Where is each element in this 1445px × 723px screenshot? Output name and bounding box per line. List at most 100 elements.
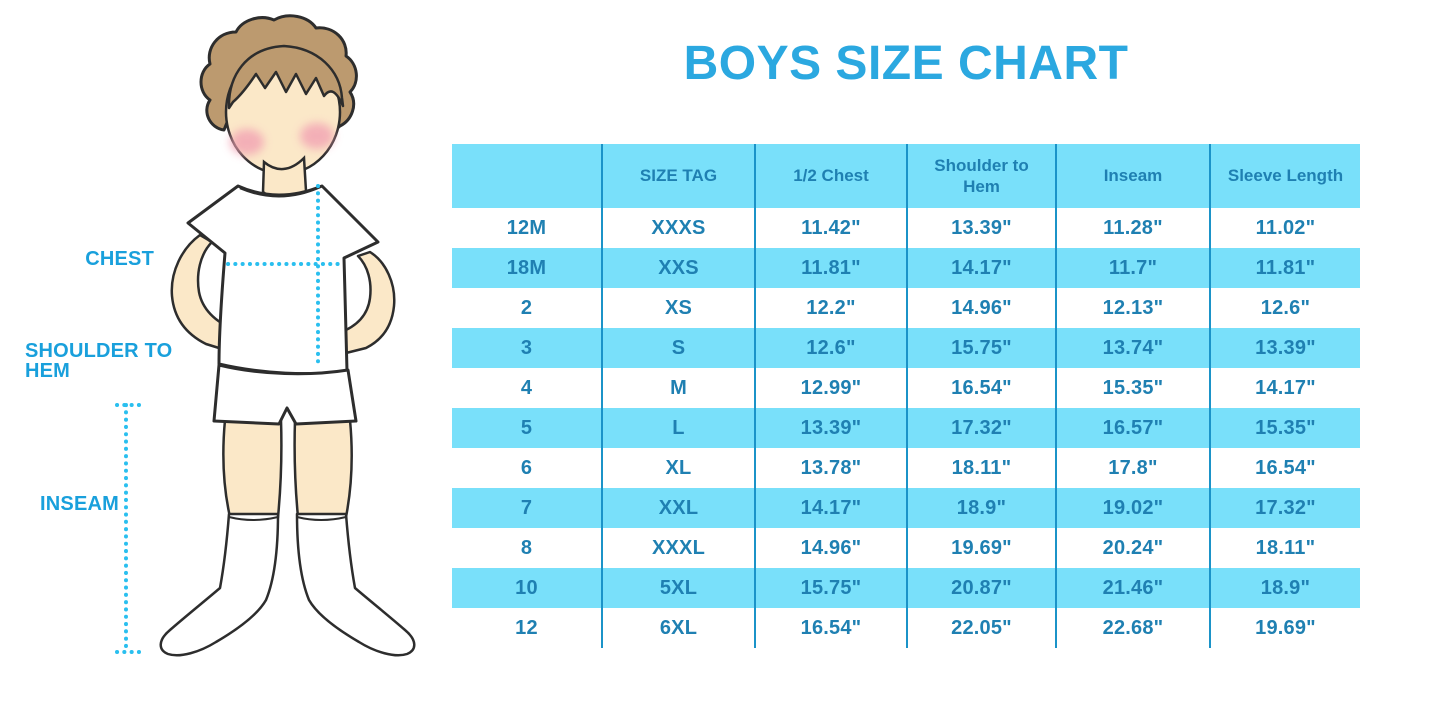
measurement-cell: 18.9": [1209, 568, 1360, 608]
left-cheek: [230, 129, 264, 155]
measurement-cell: 12.13": [1055, 288, 1210, 328]
left-sock: [159, 512, 280, 657]
measurement-cell: 14.96": [906, 288, 1056, 328]
right-sock-band: [296, 516, 347, 521]
measurement-cell: 22.05": [906, 608, 1056, 648]
measurement-cell: 15.35": [1055, 368, 1210, 408]
measurement-cell: 21.46": [1055, 568, 1210, 608]
measurement-cell: 17.32": [1209, 488, 1360, 528]
table-row: 18M XXS 11.81" 14.17" 11.7" 11.81": [452, 248, 1360, 288]
measurement-cell: 12.6": [1209, 288, 1360, 328]
measurement-cell: 16.54": [1209, 448, 1360, 488]
table-row: 12M XXXS 11.42" 13.39" 11.28" 11.02": [452, 208, 1360, 248]
measurement-cell: 15.35": [1209, 408, 1360, 448]
measurement-cell: 12.6": [754, 328, 907, 368]
measurement-cell: 11.81": [754, 248, 907, 288]
measurement-cell: 22.68": [1055, 608, 1210, 648]
size-table: SIZE TAG 1/2 Chest Shoulder to Hem Insea…: [452, 144, 1360, 648]
col-header-shoulder-to-hem: Shoulder to Hem: [906, 144, 1056, 208]
col-header-size: [452, 144, 602, 208]
measurement-cell: 13.39": [754, 408, 907, 448]
measurement-cell: 12.99": [754, 368, 907, 408]
measurement-cell: 18.11": [1209, 528, 1360, 568]
measurement-cell: 13.39": [906, 208, 1056, 248]
row-size-cell: 5: [452, 408, 602, 448]
shorts: [212, 363, 358, 426]
measurement-cell: 19.69": [906, 528, 1056, 568]
table-row: 4 M 12.99" 16.54" 15.35" 14.17": [452, 368, 1360, 408]
row-size-cell: 4: [520, 376, 533, 399]
measurement-cell: S: [601, 328, 755, 368]
boy-illustration: [115, 14, 416, 657]
measurement-cell: 18.11": [906, 448, 1056, 488]
table-row: 12 6XL 16.54" 22.05" 22.68" 19.69": [452, 608, 1360, 648]
measurement-cell: 14.96": [754, 528, 907, 568]
hair-bangs: [227, 44, 345, 110]
measurement-cell: 19.69": [1209, 608, 1360, 648]
row-size-cell: 6: [520, 456, 533, 479]
measurement-cell: 16.54": [906, 368, 1056, 408]
measurement-cell: 17.32": [906, 408, 1056, 448]
measurement-cell: XXXL: [601, 528, 755, 568]
measurement-cell: 13.78": [754, 448, 907, 488]
measurement-cell: 15.75": [906, 328, 1056, 368]
row-size-cell: 8: [520, 536, 533, 559]
inseam-label: INSEAM: [40, 493, 119, 515]
measurement-cell: 12.2": [754, 288, 907, 328]
right-cheek: [300, 123, 334, 149]
measurement-cell: 20.87": [906, 568, 1056, 608]
row-size-cell: 12M: [506, 216, 547, 239]
col-header-half-chest: 1/2 Chest: [754, 144, 907, 208]
shoulder-to-hem-label: SHOULDER TO HEM: [25, 340, 173, 382]
table-row: 7 XXL 14.17" 18.9" 19.02" 17.32": [452, 488, 1360, 528]
table-row: 3 S 12.6" 15.75" 13.74" 13.39": [452, 328, 1360, 368]
table-row: 6 XL 13.78" 18.11" 17.8" 16.54": [452, 448, 1360, 488]
measurement-cell: 19.02": [1055, 488, 1210, 528]
measurement-cell: 13.74": [1055, 328, 1210, 368]
row-size-cell: 12: [515, 616, 538, 639]
measurement-cell: XS: [601, 288, 755, 328]
chest-label: CHEST: [85, 248, 154, 270]
measurement-cell: 16.57": [1055, 408, 1210, 448]
page-title: BOYS SIZE CHART: [683, 37, 1129, 90]
row-size-cell: 2: [520, 296, 533, 319]
measurement-cell: XXXS: [601, 208, 755, 248]
table-row: 10 5XL 15.75" 20.87" 21.46" 18.9": [452, 568, 1360, 608]
measurement-cell: 14.17": [1209, 368, 1360, 408]
table-body: 12M XXXS 11.42" 13.39" 11.28" 11.02" 18M XXS 11.…: [452, 208, 1360, 648]
left-sock-band: [228, 516, 279, 521]
measurement-cell: 6XL: [601, 608, 755, 648]
measurement-cell: 13.39": [1209, 328, 1360, 368]
header-row: SIZE TAG 1/2 Chest Shoulder to Hem Insea…: [452, 144, 1360, 208]
right-leg: [293, 418, 353, 519]
row-size-cell: 7: [452, 488, 602, 528]
collar-line: [239, 185, 321, 198]
table-row: 5 L 13.39" 17.32" 16.57" 15.35": [452, 408, 1360, 448]
measurement-cell: 14.17": [906, 248, 1056, 288]
measurement-cell: XL: [601, 448, 755, 488]
measurement-cell: 15.75": [754, 568, 907, 608]
measurement-cell: 17.8": [1055, 448, 1210, 488]
measurement-cell: 11.02": [1209, 208, 1360, 248]
measurement-cell: L: [601, 408, 755, 448]
row-size-cell: 18M: [452, 248, 602, 288]
right-sock: [295, 512, 416, 657]
row-size-cell: 10: [452, 568, 602, 608]
table-row: 2 XS 12.2" 14.96" 12.13" 12.6": [452, 288, 1360, 328]
col-header-size-tag: SIZE TAG: [601, 144, 755, 208]
measurement-cell: 20.24": [1055, 528, 1210, 568]
left-leg: [222, 418, 283, 519]
measurement-cell: 18.9": [906, 488, 1056, 528]
col-header-inseam: Inseam: [1055, 144, 1210, 208]
table-row: 8 XXXL 14.96" 19.69" 20.24" 18.11": [452, 528, 1360, 568]
measurement-cell: XXS: [601, 248, 755, 288]
measurement-cell: 16.54": [754, 608, 907, 648]
measurement-cell: 11.28": [1055, 208, 1210, 248]
table-header: SIZE TAG 1/2 Chest Shoulder to Hem Insea…: [452, 144, 1360, 208]
measurement-cell: M: [601, 368, 755, 408]
measurement-cell: 11.81": [1209, 248, 1360, 288]
measurement-cell: 11.7": [1055, 248, 1210, 288]
row-size-cell: 3: [452, 328, 602, 368]
measurement-cell: 5XL: [601, 568, 755, 608]
